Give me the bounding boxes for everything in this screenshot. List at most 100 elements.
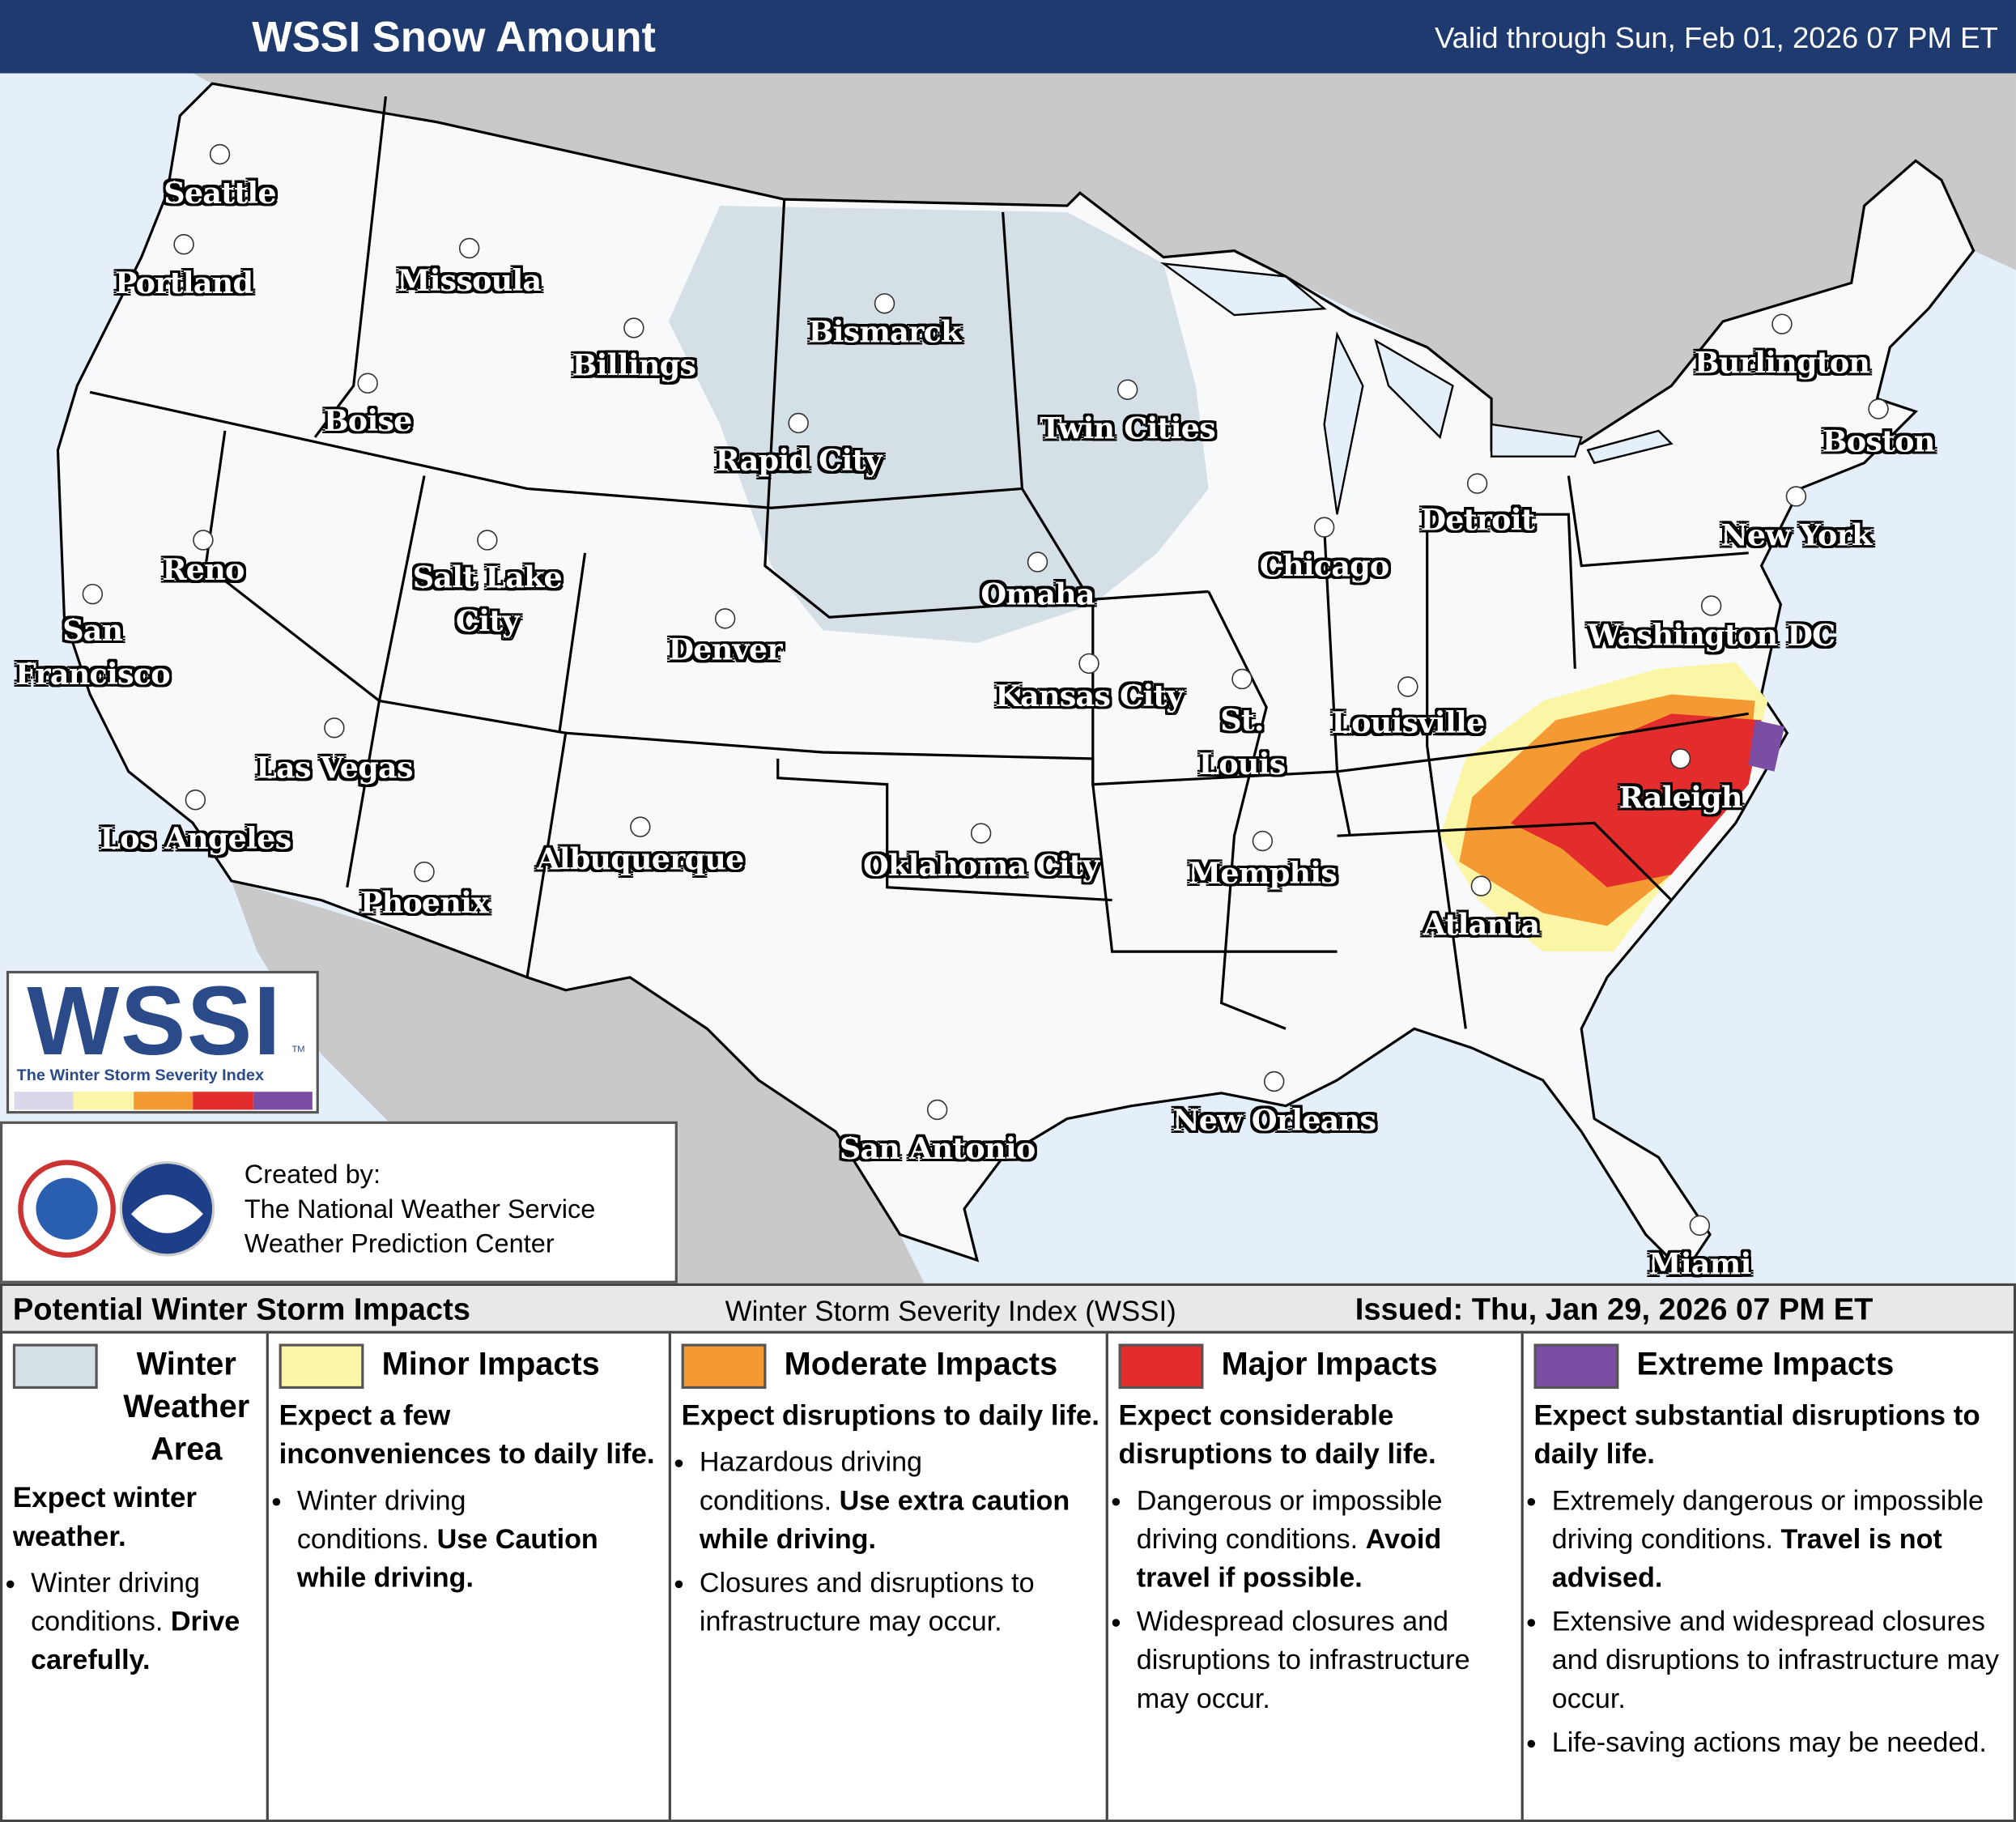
legend-bullets: Winter driving conditions.Use Caution wh…: [279, 1481, 664, 1597]
legend-swatch: [12, 1343, 98, 1390]
bullet-text: Winter driving conditions.: [31, 1567, 200, 1637]
logo-subtitle: The Winter Storm Severity Index: [16, 1066, 265, 1084]
legend-bullet: Hazardous driving conditions.Use extra c…: [700, 1443, 1100, 1559]
city-marker: [1771, 313, 1793, 334]
logo-title: WSSI: [27, 967, 283, 1077]
city-marker: [1689, 1215, 1711, 1237]
legend-column: Winter Weather Area Expect winter weather…: [2, 1333, 269, 1820]
bullet-text: Widespread closures and disruptions to i…: [1136, 1606, 1470, 1714]
city-label: Las Vegas: [256, 751, 413, 786]
agency-logos: [18, 1160, 215, 1258]
bullet-text: Extensive and widespread closures and di…: [1551, 1606, 1999, 1714]
city-label: Raleigh: [1618, 780, 1742, 815]
legend-bullet: Extremely dangerous or impossible drivin…: [1552, 1481, 2009, 1597]
legend-level-name: Extreme Impacts: [1636, 1346, 1895, 1383]
city-label: Oklahoma City: [862, 849, 1099, 883]
city-marker: [82, 583, 104, 605]
city-label: Phoenix: [359, 886, 489, 922]
legend-swatch: [1533, 1343, 1619, 1390]
city-marker: [193, 530, 214, 551]
city-label: Atlanta: [1423, 908, 1540, 943]
city-marker: [1470, 875, 1492, 896]
city-marker: [1027, 551, 1048, 573]
bullet-text: Use Caution while driving.: [296, 1523, 598, 1594]
canada: [193, 73, 2016, 450]
bullet-text: Travel is not advised.: [1551, 1523, 1942, 1594]
city-label: Missoula: [397, 263, 542, 299]
legend-column: Moderate Impacts Expect disruptions to da…: [671, 1333, 1108, 1820]
legend-bullets: Hazardous driving conditions.Use extra c…: [682, 1443, 1101, 1641]
bullet-text: Extremely dangerous or impossible drivin…: [1551, 1485, 1984, 1555]
legend-bullet: Life-saving actions may be needed.: [1552, 1723, 2009, 1762]
city-label: Billings: [572, 348, 696, 384]
city-label: New York: [1720, 517, 1872, 553]
legend-bullets: Dangerous or impossible driving conditio…: [1119, 1481, 1516, 1718]
city-marker: [1313, 517, 1335, 538]
legend: Potential Winter Storm Impacts Winter St…: [0, 1283, 2016, 1822]
legend-bullet: Widespread closures and disruptions to i…: [1137, 1603, 1516, 1718]
city-marker: [623, 317, 644, 338]
city-label: Chicago: [1259, 549, 1390, 584]
city-label: Kansas City: [995, 679, 1184, 714]
city-marker: [324, 717, 345, 739]
logo-swatch: [133, 1092, 194, 1110]
city-label: Denver: [668, 632, 782, 668]
legend-level-name: Winter Weather Area: [123, 1346, 250, 1467]
legend-summary: Expect substantial disruptions to daily …: [1533, 1398, 1980, 1471]
city-label: Washington DC: [1587, 618, 1835, 653]
logo-swatch: [193, 1092, 253, 1110]
title: WSSI Snow Amount: [252, 12, 657, 61]
legend-level-name: Moderate Impacts: [784, 1346, 1058, 1383]
city-marker: [630, 816, 651, 837]
legend-summary: Expect winter weather.: [12, 1481, 198, 1552]
city-marker: [1264, 1071, 1285, 1092]
wssi-logo: WSSI TM The Winter Storm Severity Index: [6, 967, 319, 1114]
legend-header: Potential Winter Storm Impacts Winter St…: [2, 1286, 2014, 1334]
city-marker: [714, 608, 736, 629]
city-label: Twin Cities: [1040, 411, 1215, 447]
city-marker: [414, 861, 435, 883]
city-label: Detroit: [1420, 502, 1534, 538]
legend-bullet: Winter driving conditions.Drive carefull…: [31, 1564, 261, 1679]
valid-time: Valid through Sun, Feb 01, 2026 07 PM ET: [1435, 20, 1998, 54]
legend-level-name: Major Impacts: [1221, 1346, 1438, 1383]
noaa-gull: [130, 1194, 203, 1233]
legend-column: Extreme Impacts Expect substantial disrup…: [1524, 1334, 2014, 1820]
bullet-text: Life-saving actions may be needed.: [1551, 1726, 1987, 1758]
city-label: New Orleans: [1172, 1103, 1376, 1139]
credit-line: The National Weather Service: [244, 1194, 596, 1224]
city-marker: [1466, 473, 1488, 494]
city-marker: [458, 237, 480, 259]
legend-swatch: [1118, 1343, 1204, 1390]
issued-time: Issued: Thu, Jan 29, 2026 07 PM ET: [1355, 1292, 1874, 1327]
city-label: San Antonio: [839, 1131, 1036, 1167]
city-marker: [357, 372, 378, 394]
bullet-text: Winter driving conditions.: [296, 1485, 466, 1555]
winter-weather-area: [668, 206, 1209, 643]
city-label: Miami: [1648, 1247, 1751, 1283]
legend-entry: Moderate Impacts: [681, 1343, 1101, 1390]
city-marker: [1700, 595, 1722, 616]
legend-entry: Winter Weather Area: [12, 1343, 261, 1471]
legend-swatch: [681, 1343, 767, 1390]
great-lakes: [1159, 262, 1674, 515]
city-marker: [970, 823, 992, 844]
city-marker: [1078, 653, 1099, 675]
legend-summary: Expect disruptions to daily life.: [681, 1398, 1100, 1432]
city-marker: [1252, 830, 1274, 852]
bullet-text: Closures and disruptions to infrastructu…: [699, 1567, 1035, 1637]
city-marker: [926, 1099, 948, 1121]
city-label: St. Louis: [1198, 703, 1286, 782]
city-marker: [874, 293, 895, 314]
city-marker: [1397, 676, 1418, 697]
legend-bullet: Extensive and widespread closures and di…: [1552, 1603, 2009, 1718]
bullet-text: Dangerous or impossible driving conditio…: [1136, 1485, 1443, 1555]
legend-swatch: [279, 1343, 364, 1390]
legend-bullets: Winter driving conditions.Drive carefull…: [13, 1564, 261, 1679]
city-label: Salt Lake City: [412, 560, 563, 640]
nws-logo-inner: [36, 1177, 98, 1240]
city-marker: [477, 530, 498, 551]
legend-entry: Minor Impacts: [279, 1343, 664, 1390]
legend-bullet: Closures and disruptions to infrastructu…: [700, 1564, 1100, 1641]
city-label: Albuquerque: [537, 842, 744, 878]
